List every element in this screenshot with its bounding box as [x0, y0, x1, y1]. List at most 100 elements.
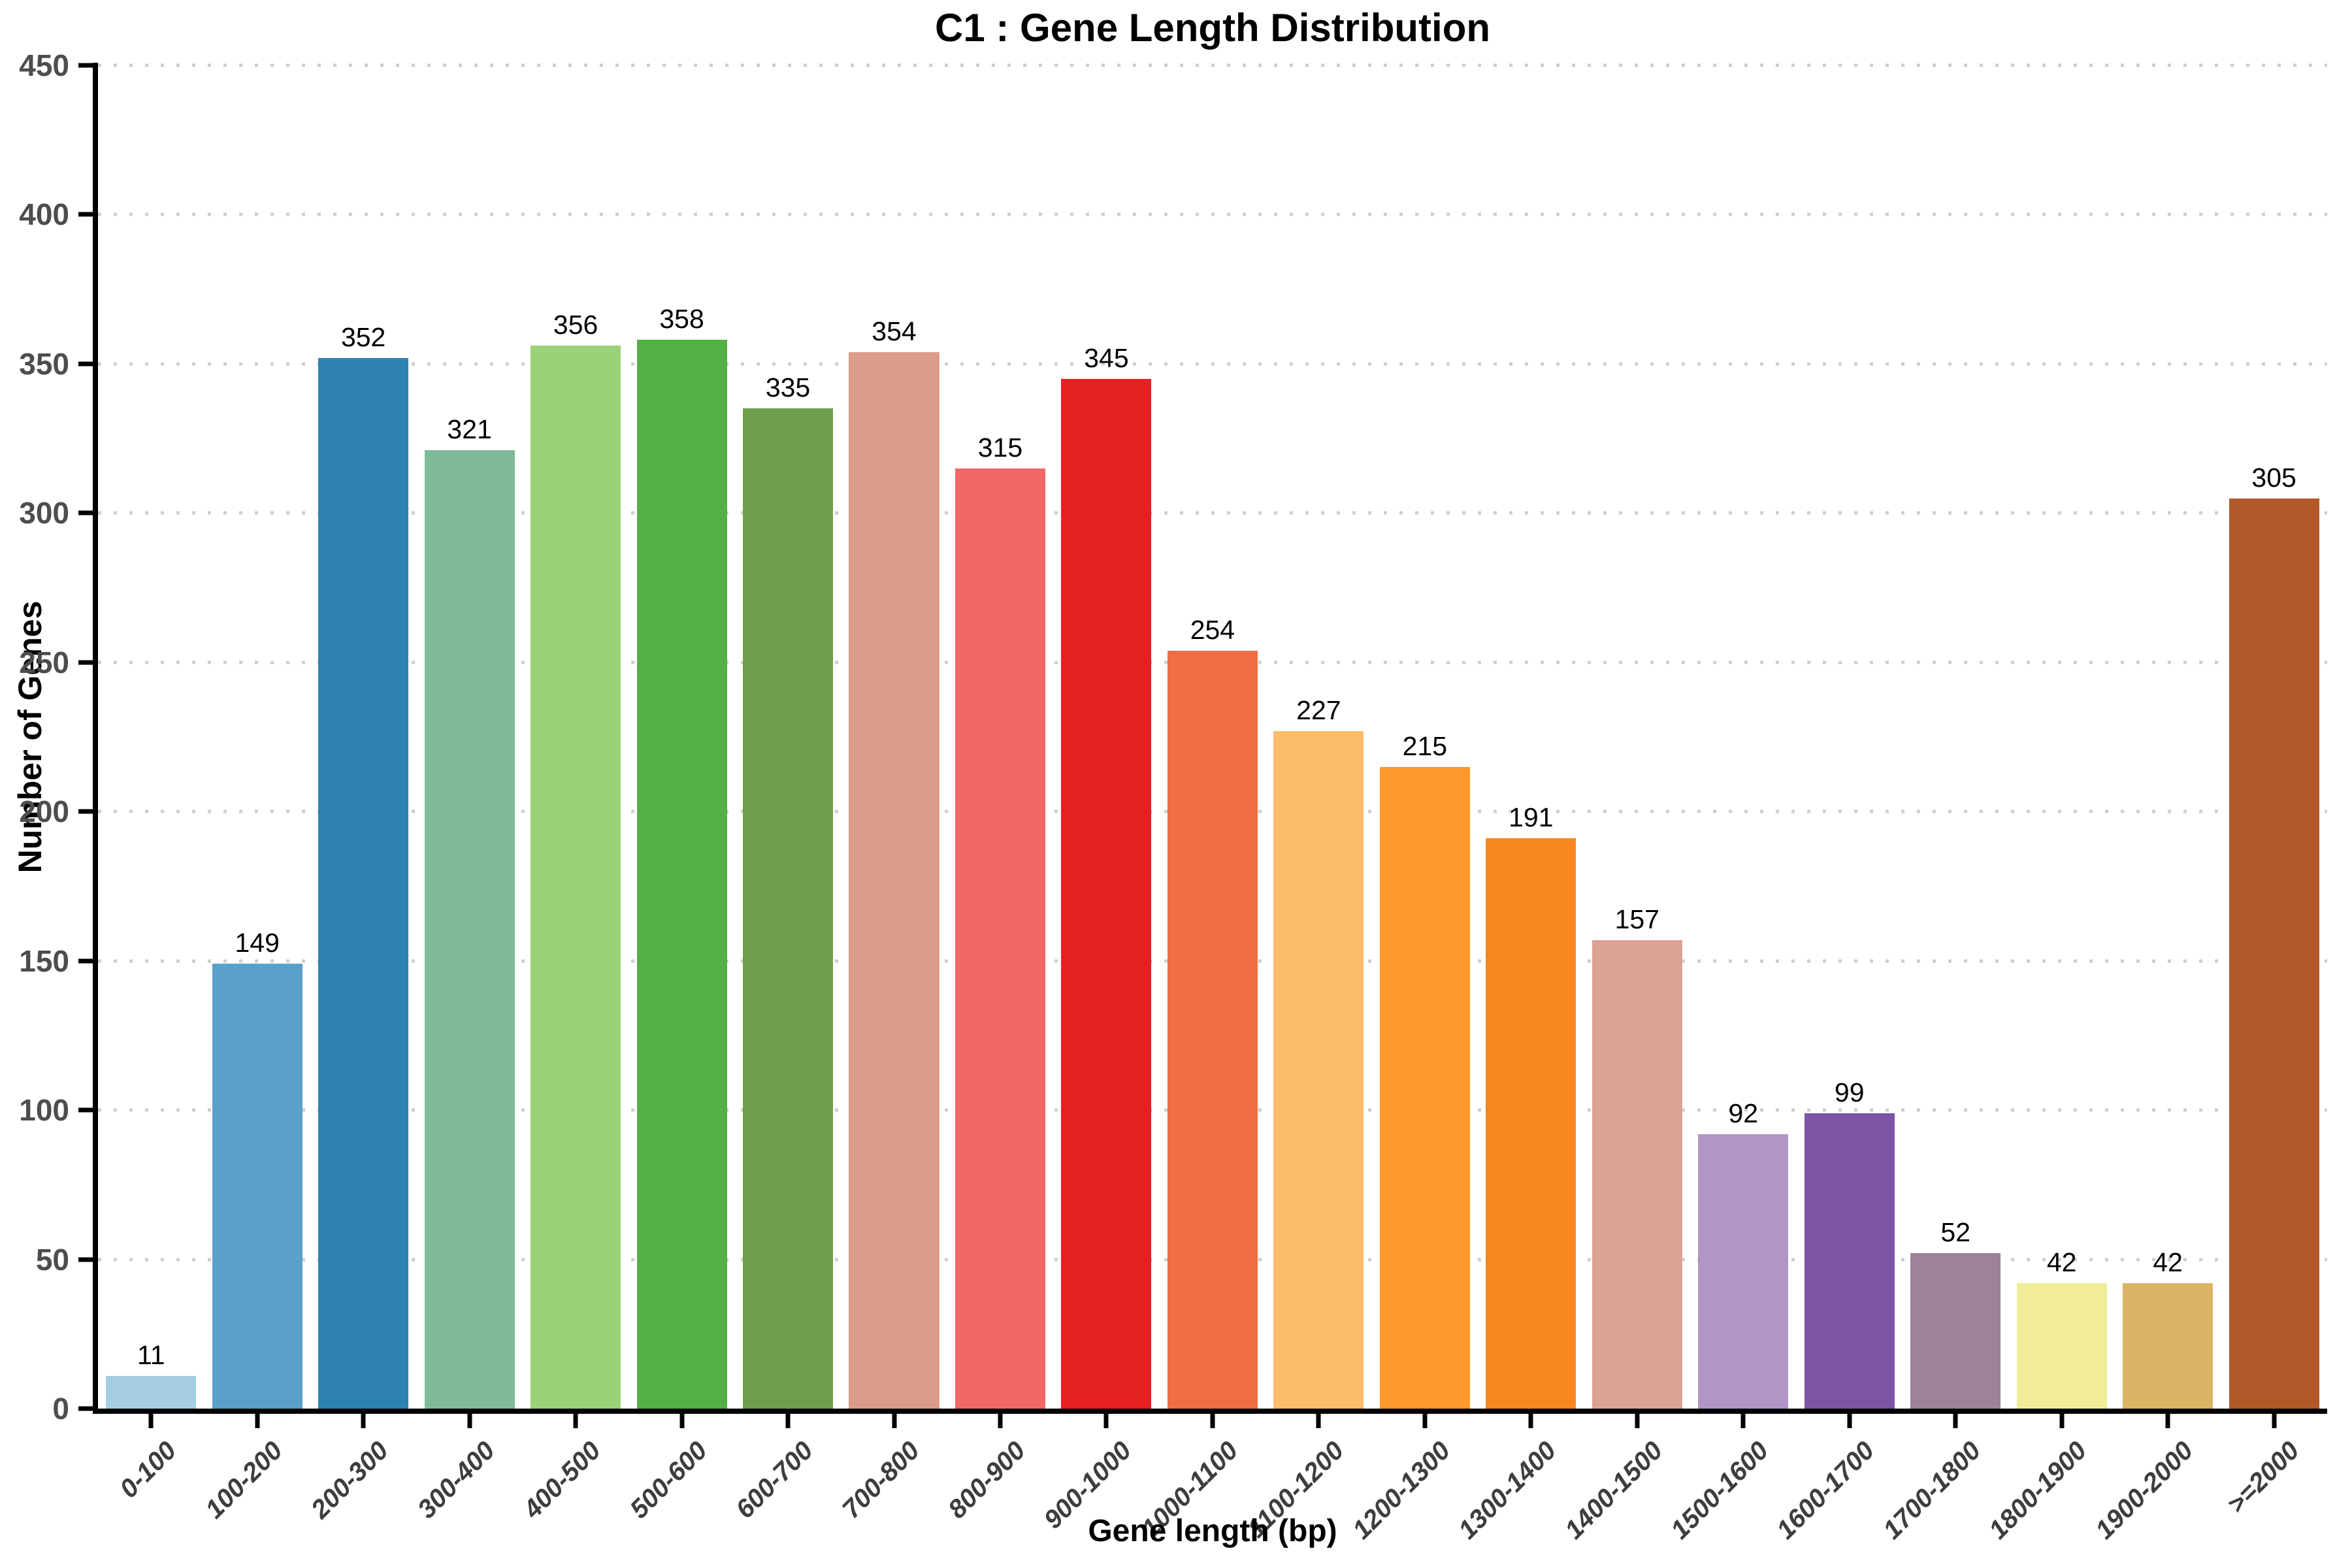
x-axis-spine: [93, 1409, 2327, 1414]
y-tick-mark-450: [78, 63, 93, 68]
bar-slot-900-1000: 345 900-1000: [1039, 65, 1159, 1535]
bar-1100-1200: [1273, 730, 1364, 1409]
bar-1600-1700: [1804, 1113, 1895, 1409]
y-tick-mark-350: [78, 361, 93, 367]
bar-value-label-300-400: 321: [447, 414, 492, 445]
bar-1900-2000: [2123, 1283, 2213, 1409]
x-tick-mark-1400-1500: [1635, 1414, 1640, 1428]
x-tick-mark-1700-1800: [1953, 1414, 1958, 1428]
y-tick-label-200: 200: [19, 794, 69, 829]
gridline-300: [98, 511, 2327, 515]
x-tick-label-600-700: 600-700: [730, 1436, 819, 1524]
bar-value-label-900-1000: 345: [1084, 342, 1129, 373]
y-tick-mark-150: [78, 958, 93, 964]
x-tick-mark->=2000: [2272, 1414, 2277, 1428]
bar-value-label-400-500: 356: [553, 310, 598, 340]
gridline-350: [98, 362, 2327, 366]
bar-600-700: [742, 408, 834, 1409]
x-tick-mark-400-500: [573, 1414, 578, 1428]
x-tick-mark-1800-1900: [2059, 1414, 2065, 1428]
x-tick-mark-1500-1600: [1740, 1414, 1746, 1428]
x-tick-mark-1100-1200: [1316, 1414, 1321, 1428]
bar-value-label->=2000: 305: [2251, 462, 2296, 493]
bar-100-200: [212, 964, 302, 1409]
x-tick-label-800-900: 800-900: [943, 1436, 1032, 1524]
bar-value-label-1400-1500: 157: [1614, 904, 1659, 934]
bar-1200-1300: [1379, 766, 1470, 1409]
x-tick-mark-800-900: [998, 1414, 1003, 1428]
x-tick-mark-100-200: [255, 1414, 260, 1428]
chart-title: C1 : Gene Length Distribution: [935, 6, 1490, 50]
bar-slot-1800-1900: 42 1800-1900: [1984, 65, 2114, 1544]
bar-value-label-200-300: 352: [340, 321, 386, 352]
x-tick-mark-900-1000: [1103, 1414, 1109, 1428]
bar-slot-1000-1100: 254 1000-1100: [1136, 65, 1266, 1543]
y-tick-label-450: 450: [19, 48, 69, 82]
x-tick-label-500-600: 500-600: [624, 1436, 713, 1524]
bar-value-label-700-800: 354: [872, 316, 917, 346]
y-tick-mark-100: [78, 1107, 93, 1113]
bar-value-label-100-200: 149: [235, 928, 280, 958]
bar-slot-1700-1800: 52 1700-1800: [1878, 65, 2008, 1544]
x-tick-label->=2000: >=2000: [2221, 1436, 2305, 1520]
bar-slot-1100-1200: 227 1100-1200: [1242, 65, 1371, 1543]
y-tick-label-350: 350: [19, 346, 69, 381]
y-axis: 0 50 100 150 200 250 300 350 400 450: [0, 48, 93, 1426]
bar-500-600: [636, 340, 727, 1409]
x-tick-mark-500-600: [679, 1414, 685, 1428]
y-axis-spine: [93, 63, 98, 1414]
y-tick-mark-0: [78, 1406, 93, 1411]
bar-value-label-1200-1300: 215: [1402, 730, 1448, 761]
bar-1800-1900: [2016, 1283, 2107, 1409]
x-tick-mark-1600-1700: [1847, 1414, 1852, 1428]
bar-400-500: [531, 346, 621, 1409]
bar-value-label-600-700: 335: [765, 372, 811, 403]
y-tick-mark-200: [78, 809, 93, 814]
bar-900-1000: [1061, 378, 1152, 1409]
x-tick-mark-1300-1400: [1528, 1414, 1533, 1428]
bar-slot->=2000: 305 >=2000: [2221, 65, 2327, 1519]
bar-slot-1200-1300: 215 1200-1300: [1347, 65, 1478, 1544]
bar->=2000: [2229, 498, 2319, 1409]
bar-slot-0-100: 11 0-100: [98, 65, 204, 1503]
bar-slot-200-300: 352 200-300: [306, 65, 416, 1524]
bar-1500-1600: [1698, 1134, 1789, 1409]
y-tick-mark-400: [78, 212, 93, 217]
x-axis-label: Gene length (bp): [1088, 1514, 1337, 1548]
bar-value-label-800-900: 315: [977, 432, 1023, 463]
bar-value-label-1000-1100: 254: [1190, 614, 1235, 645]
bar-slot-100-200: 149 100-200: [200, 65, 310, 1524]
x-tick-label-100-200: 100-200: [199, 1436, 288, 1524]
bar-value-label-1500-1600: 92: [1728, 1098, 1759, 1128]
bar-slot-800-900: 315 800-900: [943, 65, 1053, 1524]
x-tick-label-300-400: 300-400: [412, 1436, 500, 1524]
bar-series: 11 0-100 149 100-200 352 200-300 321 300-400 356…: [98, 65, 2327, 1544]
x-tick-label-400-500: 400-500: [518, 1436, 607, 1524]
bar-value-label-1700-1800: 52: [1940, 1217, 1970, 1248]
y-tick-label-400: 400: [19, 197, 69, 232]
gridline-400: [98, 212, 2327, 216]
y-tick-label-150: 150: [19, 943, 69, 978]
bar-value-label-1100-1200: 227: [1296, 694, 1341, 725]
y-tick-mark-250: [78, 660, 93, 665]
y-tick-label-0: 0: [52, 1392, 69, 1426]
bar-value-label-0-100: 11: [137, 1339, 165, 1370]
bar-1700-1800: [1910, 1253, 2001, 1409]
bar-value-label-1900-2000: 42: [2153, 1247, 2183, 1278]
bar-slot-1400-1500: 157 1400-1500: [1560, 65, 1690, 1544]
bar-slot-1600-1700: 99 1600-1700: [1771, 65, 1903, 1544]
bar-slot-700-800: 354 700-800: [837, 65, 947, 1524]
bar-slot-300-400: 321 300-400: [412, 65, 522, 1524]
bar-1400-1500: [1592, 939, 1682, 1409]
y-tick-label-50: 50: [35, 1242, 69, 1277]
bar-800-900: [955, 468, 1046, 1409]
bar-slot-400-500: 356 400-500: [518, 65, 629, 1524]
x-tick-mark-200-300: [361, 1414, 366, 1428]
bar-200-300: [318, 357, 409, 1409]
y-tick-mark-50: [78, 1257, 93, 1262]
x-tick-mark-700-800: [892, 1414, 897, 1428]
y-tick-label-300: 300: [19, 496, 69, 531]
bar-slot-600-700: 335 600-700: [730, 65, 841, 1524]
bar-slot-500-600: 358 500-600: [625, 65, 734, 1524]
bar-1000-1100: [1167, 650, 1258, 1409]
